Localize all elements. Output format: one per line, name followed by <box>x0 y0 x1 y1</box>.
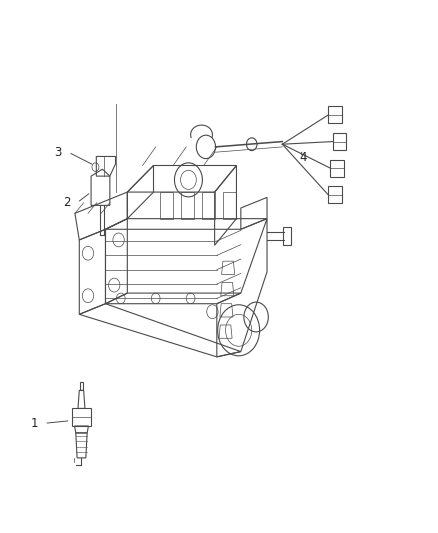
Bar <box>72 408 91 426</box>
Bar <box>332 133 346 150</box>
Bar <box>330 160 344 176</box>
Text: 1: 1 <box>30 417 38 430</box>
Text: 4: 4 <box>300 151 307 164</box>
Text: 3: 3 <box>54 146 62 159</box>
Bar <box>80 382 83 390</box>
Bar <box>328 107 342 124</box>
Bar <box>283 227 291 245</box>
Bar <box>328 186 342 203</box>
Text: 2: 2 <box>63 196 71 209</box>
